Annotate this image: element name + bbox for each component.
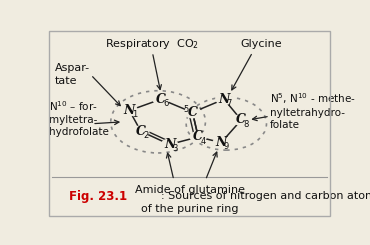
- Text: N$^{10}$ – for-
myltetra-
hydrofolate: N$^{10}$ – for- myltetra- hydrofolate: [49, 99, 109, 137]
- Text: N: N: [164, 138, 175, 151]
- Text: N: N: [124, 104, 135, 117]
- Text: Respiratory  CO$_2$: Respiratory CO$_2$: [105, 37, 199, 51]
- Text: C: C: [193, 130, 203, 143]
- Text: : Sources of nitrogen and carbon atoms: : Sources of nitrogen and carbon atoms: [161, 191, 370, 201]
- Text: 9: 9: [224, 142, 229, 151]
- Text: 2: 2: [144, 131, 149, 140]
- Circle shape: [216, 94, 232, 104]
- Text: 8: 8: [244, 120, 249, 129]
- Circle shape: [213, 137, 229, 148]
- Text: C: C: [188, 106, 198, 119]
- Circle shape: [121, 105, 137, 116]
- Text: Aspar-
tate: Aspar- tate: [55, 63, 90, 86]
- Text: 3: 3: [172, 144, 177, 153]
- Text: 5: 5: [184, 105, 189, 114]
- Text: C: C: [156, 93, 166, 106]
- Text: Amide of glutamine: Amide of glutamine: [135, 185, 245, 195]
- Text: Glycine: Glycine: [240, 39, 282, 49]
- Text: of the purine ring: of the purine ring: [141, 204, 238, 214]
- Circle shape: [133, 126, 149, 136]
- Text: 6: 6: [164, 99, 169, 108]
- Text: N$^5$, N$^{10}$ - methe-
nyltetrahydro-
folate: N$^5$, N$^{10}$ - methe- nyltetrahydro- …: [270, 91, 356, 130]
- Text: 4: 4: [201, 136, 206, 146]
- Text: N: N: [215, 136, 227, 149]
- Text: Fig. 23.1: Fig. 23.1: [69, 190, 127, 203]
- Text: 1: 1: [132, 110, 137, 119]
- Text: C: C: [236, 113, 246, 126]
- Text: 7: 7: [226, 99, 232, 108]
- Circle shape: [233, 115, 249, 125]
- Circle shape: [162, 139, 178, 150]
- Text: C: C: [136, 125, 146, 138]
- Circle shape: [185, 107, 201, 118]
- Text: N: N: [218, 93, 230, 106]
- Circle shape: [153, 94, 169, 104]
- Circle shape: [190, 132, 206, 142]
